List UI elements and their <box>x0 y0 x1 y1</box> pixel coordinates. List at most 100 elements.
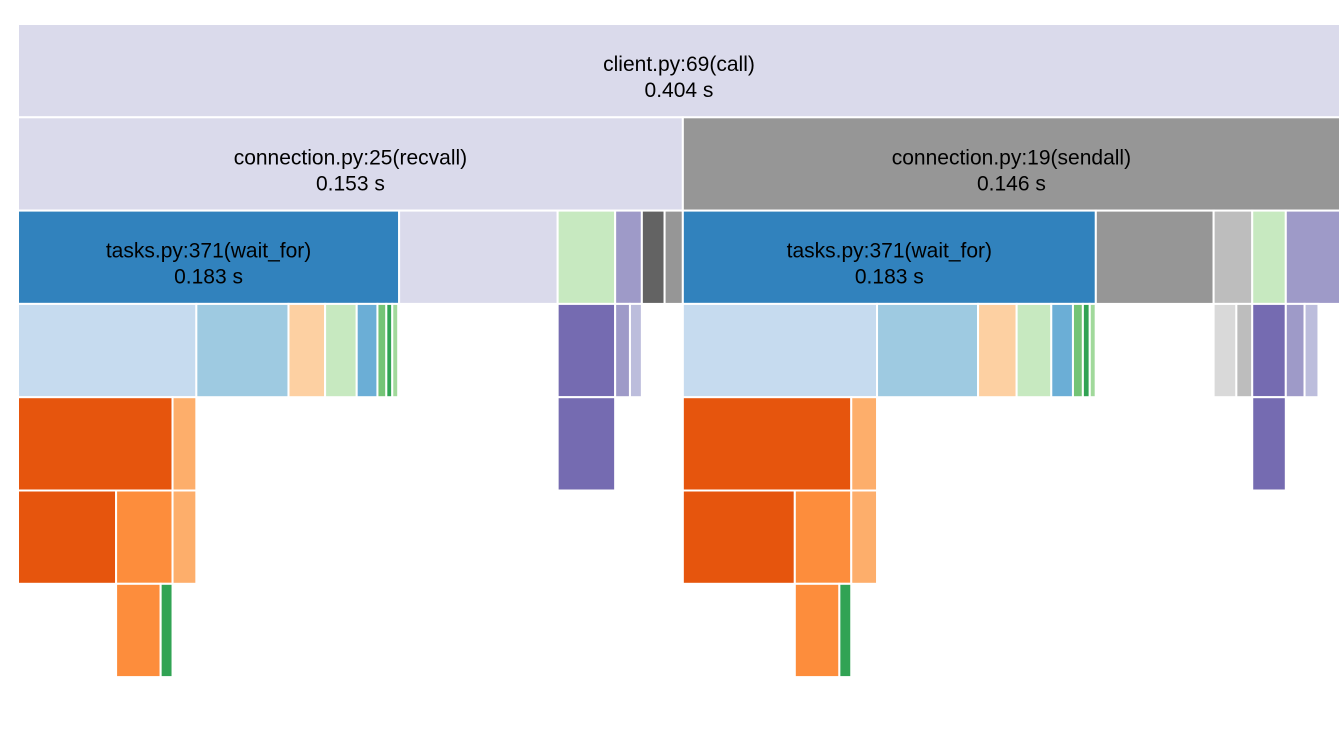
frame-rect[interactable] <box>850 489 879 585</box>
frame-35[interactable] <box>1251 302 1287 399</box>
frame-rect[interactable] <box>17 302 198 399</box>
frame-rect[interactable] <box>1251 302 1287 399</box>
frame-rect[interactable] <box>640 209 666 305</box>
frame-rect[interactable] <box>614 302 631 399</box>
frame-rect[interactable] <box>663 209 684 305</box>
frame-rect[interactable] <box>556 209 617 305</box>
frame-rect[interactable] <box>1212 302 1238 399</box>
frame-52[interactable] <box>793 582 841 679</box>
frame-49[interactable] <box>850 489 879 585</box>
frame-rect[interactable] <box>324 302 358 399</box>
frame-2[interactable]: connection.py:19(sendall) 0.146 s <box>681 116 1341 212</box>
frame-0[interactable]: client.py:69(call) 0.404 s <box>17 23 1341 119</box>
frame-rect[interactable] <box>195 302 290 399</box>
frame-21[interactable] <box>391 302 400 399</box>
frame-rect[interactable] <box>793 489 853 585</box>
frame-33[interactable] <box>1212 302 1238 399</box>
frame-5[interactable] <box>556 209 617 305</box>
frame-42[interactable] <box>850 396 879 492</box>
frame-23[interactable] <box>614 302 631 399</box>
frame-7[interactable] <box>640 209 666 305</box>
frame-rect[interactable] <box>1284 209 1341 305</box>
frame-32[interactable] <box>1088 302 1097 399</box>
frame-rect[interactable] <box>287 302 327 399</box>
frame-rect[interactable] <box>17 23 1341 119</box>
frame-51[interactable] <box>159 582 174 679</box>
frame-45[interactable] <box>115 489 174 585</box>
frame-rect[interactable] <box>1015 302 1053 399</box>
frame-rect[interactable] <box>17 489 118 585</box>
frame-rect[interactable] <box>115 489 174 585</box>
frame-26[interactable] <box>876 302 980 399</box>
frame-rect[interactable] <box>376 302 388 399</box>
frame-8[interactable] <box>663 209 684 305</box>
frame-47[interactable] <box>681 489 796 585</box>
frame-rect[interactable] <box>17 116 684 212</box>
frame-17[interactable] <box>324 302 358 399</box>
frame-50[interactable] <box>115 582 162 679</box>
frame-rect[interactable] <box>681 209 1097 305</box>
frame-rect[interactable] <box>171 489 198 585</box>
frame-9[interactable]: tasks.py:371(wait_for) 0.183 s <box>681 209 1097 305</box>
frame-41[interactable] <box>681 396 853 492</box>
frame-rect[interactable] <box>1071 302 1084 399</box>
frame-rect[interactable] <box>1303 302 1320 399</box>
frame-43[interactable] <box>1251 396 1287 492</box>
frame-10[interactable] <box>1094 209 1215 305</box>
frame-19[interactable] <box>376 302 388 399</box>
frame-22[interactable] <box>556 302 617 399</box>
frame-rect[interactable] <box>1088 302 1097 399</box>
frame-rect[interactable] <box>628 302 643 399</box>
frame-39[interactable] <box>171 396 198 492</box>
frame-46[interactable] <box>171 489 198 585</box>
frame-44[interactable] <box>17 489 118 585</box>
frame-rect[interactable] <box>398 209 559 305</box>
frame-rect[interactable] <box>1212 209 1254 305</box>
frame-25[interactable] <box>681 302 879 399</box>
frame-14[interactable] <box>17 302 198 399</box>
frame-rect[interactable] <box>1081 302 1091 399</box>
frame-6[interactable] <box>614 209 643 305</box>
frame-rect[interactable] <box>876 302 980 399</box>
frame-rect[interactable] <box>1251 396 1287 492</box>
frame-37[interactable] <box>1303 302 1320 399</box>
frame-31[interactable] <box>1081 302 1091 399</box>
frame-1[interactable]: connection.py:25(recvall) 0.153 s <box>17 116 684 212</box>
frame-3[interactable]: tasks.py:371(wait_for) 0.183 s <box>17 209 401 305</box>
frame-rect[interactable] <box>391 302 400 399</box>
frame-27[interactable] <box>977 302 1018 399</box>
frame-36[interactable] <box>1284 302 1306 399</box>
frame-4[interactable] <box>398 209 559 305</box>
frame-rect[interactable] <box>1251 209 1287 305</box>
frame-rect[interactable] <box>1050 302 1074 399</box>
frame-40[interactable] <box>556 396 617 492</box>
frame-11[interactable] <box>1212 209 1254 305</box>
frame-53[interactable] <box>838 582 853 679</box>
frame-48[interactable] <box>793 489 853 585</box>
frame-rect[interactable] <box>17 209 401 305</box>
frame-rect[interactable] <box>838 582 853 679</box>
frame-29[interactable] <box>1050 302 1074 399</box>
frame-rect[interactable] <box>850 396 879 492</box>
frame-13[interactable] <box>1284 209 1341 305</box>
frame-rect[interactable] <box>681 489 796 585</box>
frame-rect[interactable] <box>556 396 617 492</box>
frame-rect[interactable] <box>614 209 643 305</box>
frame-rect[interactable] <box>977 302 1018 399</box>
frame-rect[interactable] <box>159 582 174 679</box>
frame-rect[interactable] <box>681 396 853 492</box>
frame-18[interactable] <box>355 302 379 399</box>
frame-rect[interactable] <box>17 396 174 492</box>
frame-15[interactable] <box>195 302 290 399</box>
frame-rect[interactable] <box>793 582 841 679</box>
frame-38[interactable] <box>17 396 174 492</box>
frame-34[interactable] <box>1235 302 1254 399</box>
frame-rect[interactable] <box>115 582 162 679</box>
frame-28[interactable] <box>1015 302 1053 399</box>
frame-rect[interactable] <box>556 302 617 399</box>
frame-rect[interactable] <box>171 396 198 492</box>
frame-rect[interactable] <box>681 116 1341 212</box>
frame-rect[interactable] <box>1094 209 1215 305</box>
frame-rect[interactable] <box>1235 302 1254 399</box>
frame-16[interactable] <box>287 302 327 399</box>
